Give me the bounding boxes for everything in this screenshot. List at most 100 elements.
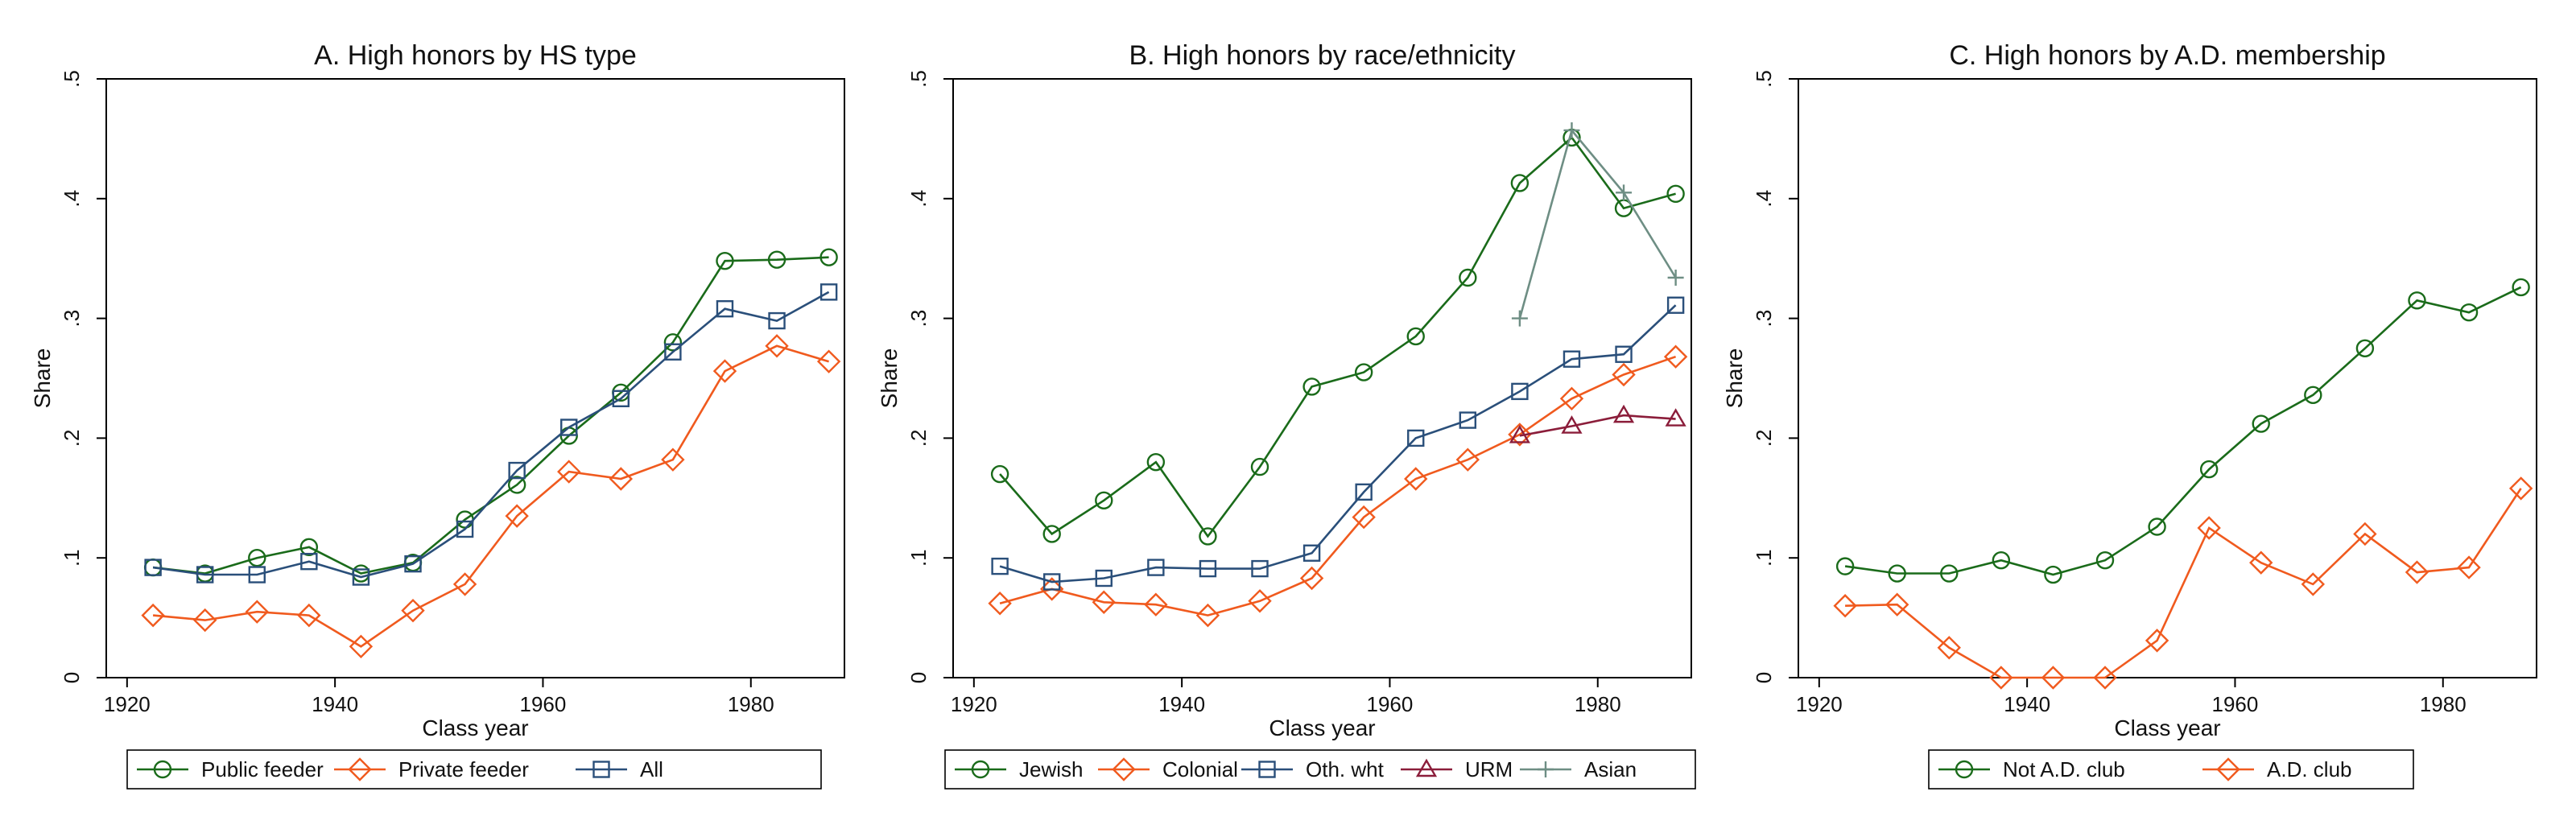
data-point	[1455, 447, 1480, 472]
data-point	[456, 520, 474, 538]
data-point	[716, 299, 734, 318]
y-tick-label: .5	[1752, 70, 1776, 88]
data-point	[352, 568, 370, 586]
y-tick-label: .4	[1752, 190, 1776, 208]
data-point	[1199, 527, 1217, 546]
data-point	[1354, 363, 1373, 381]
x-tick-label: 1920	[104, 692, 151, 716]
data-point	[612, 390, 630, 407]
x-axis-label: Class year	[2114, 715, 2220, 740]
data-point	[991, 557, 1009, 575]
legend-marker	[1112, 757, 1136, 781]
data-point	[819, 248, 838, 266]
data-point	[245, 600, 269, 624]
series-line	[1844, 286, 2522, 576]
x-tick-label: 1940	[312, 692, 358, 716]
legend-marker	[1955, 760, 1974, 779]
x-tick-label: 1960	[2212, 692, 2259, 716]
data-point	[1888, 564, 1906, 583]
data-point	[664, 343, 682, 361]
data-point	[716, 251, 734, 270]
y-tick-label: .2	[1752, 430, 1776, 447]
series-line	[1518, 128, 1677, 319]
y-tick-label: .5	[906, 70, 931, 88]
y-tick-label: .2	[906, 430, 931, 447]
x-tick-label: 1920	[1796, 692, 1843, 716]
data-point	[2148, 517, 2166, 536]
data-point	[819, 283, 838, 301]
x-tick-label: 1980	[2420, 692, 2467, 716]
series-line	[1519, 414, 1676, 437]
data-point	[1666, 296, 1685, 314]
legend-label: Jewish	[1019, 757, 1083, 781]
data-point	[1302, 377, 1321, 396]
data-point	[2041, 666, 2066, 690]
legend-label: URM	[1465, 757, 1513, 781]
data-point	[401, 598, 425, 623]
data-point	[990, 464, 1009, 484]
data-point	[1559, 386, 1584, 410]
legend-label: Colonial	[1162, 757, 1238, 781]
chart-panel-1: A. High honors by HS type 0 .1 .2 .3 .4 .5 1920…	[30, 40, 845, 790]
series-line	[152, 344, 829, 648]
legend-label: Not A.D. club	[2003, 757, 2125, 781]
data-point	[196, 566, 214, 583]
data-point	[1404, 467, 1428, 491]
data-point	[1561, 415, 1583, 434]
series-line	[1845, 488, 2522, 679]
data-point	[2044, 565, 2062, 584]
data-point	[1199, 559, 1217, 578]
legend-item: Not A.D. club	[1938, 757, 2125, 781]
legend-item: URM	[1401, 757, 1513, 781]
legend-item: Asian	[1520, 757, 1637, 781]
data-point	[452, 572, 477, 596]
y-axis-label: Share	[30, 348, 55, 409]
series-not-a-d-club	[1835, 278, 2530, 584]
series-line	[152, 291, 830, 579]
series-colonial	[988, 344, 1688, 628]
chart-panel-2: B. High honors by race/ethnicity 0 .1 .2 .3.…	[877, 40, 1696, 790]
data-point	[1833, 594, 1857, 618]
legend-item: Jewish	[955, 757, 1083, 781]
legend-item: All	[576, 757, 663, 781]
data-point	[2145, 629, 2169, 653]
legend-box	[944, 749, 1696, 790]
plot-frame	[105, 78, 845, 678]
x-tick-label: 1960	[1367, 692, 1414, 716]
y-tick-label: .3	[60, 310, 84, 328]
data-point	[404, 555, 422, 573]
data-point	[1616, 184, 1633, 201]
data-point	[1406, 327, 1425, 346]
data-point	[1299, 566, 1324, 591]
data-point	[1992, 550, 2011, 570]
data-point	[988, 592, 1012, 616]
x-axis-label: Class year	[422, 715, 528, 740]
y-tick-label: 0	[1752, 672, 1776, 683]
data-point	[1663, 344, 1688, 369]
plot-frame	[1798, 78, 2537, 678]
series-a-d-club	[1833, 476, 2533, 690]
data-point	[1989, 666, 2013, 690]
legend-box	[1928, 749, 2414, 790]
data-point	[1042, 525, 1061, 543]
y-tick-label: .1	[60, 549, 84, 567]
y-tick-label: .3	[906, 310, 931, 328]
data-point	[1615, 345, 1633, 363]
legend-label: Asian	[1584, 757, 1637, 781]
chart-title: A. High honors by HS type	[314, 40, 637, 71]
legend-marker	[1538, 761, 1554, 777]
legend-item: Colonial	[1098, 757, 1238, 781]
series-jewish	[990, 128, 1685, 546]
data-point	[505, 504, 529, 528]
data-point	[1352, 505, 1376, 530]
data-point	[1251, 559, 1269, 578]
data-point	[1511, 310, 1528, 327]
data-point	[1042, 573, 1061, 591]
y-axis-label: Share	[1722, 348, 1747, 409]
data-point	[2249, 550, 2273, 575]
plot-frame	[952, 78, 1692, 678]
data-point	[1095, 569, 1113, 588]
data-point	[2353, 522, 2377, 546]
data-point	[557, 460, 581, 484]
